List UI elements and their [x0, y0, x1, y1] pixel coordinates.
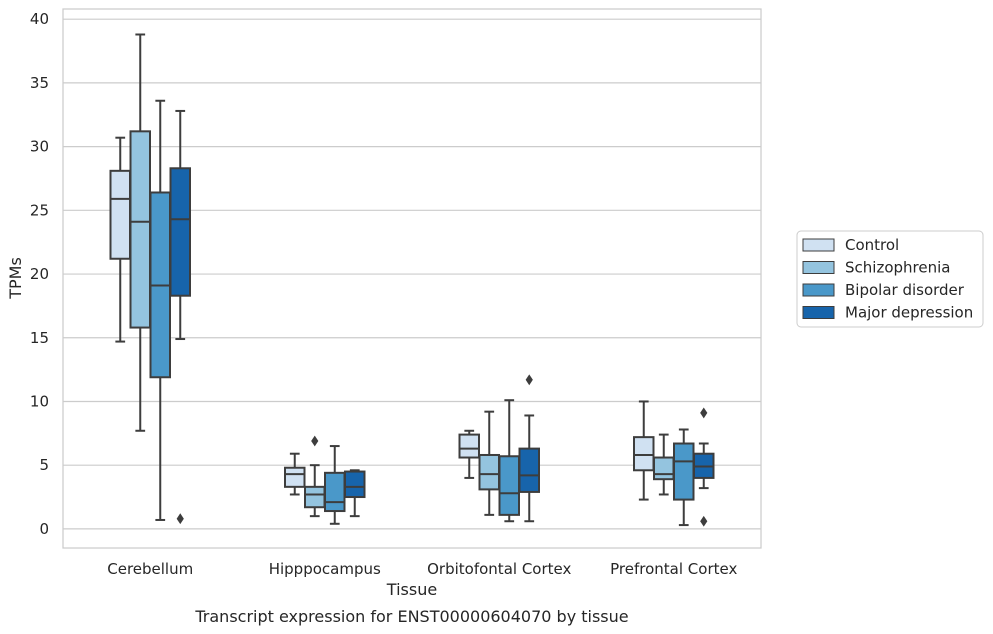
box-orbitofontal-cortex-control [458, 429, 480, 479]
plot-frame [62, 8, 762, 549]
box-hipppocampus-bipolar-disorder [324, 445, 346, 525]
outlier-point [525, 374, 533, 386]
iqr-box [109, 169, 131, 260]
box-orbitofontal-cortex-bipolar-disorder [498, 399, 520, 523]
iqr-box [633, 436, 655, 472]
box-hipppocampus-major-depression [344, 469, 366, 518]
x-axis-title: Tissue [386, 580, 437, 599]
y-tick-labels: 0 5 10 15 20 25 30 35 40 [30, 10, 49, 538]
iqr-box [498, 455, 520, 516]
legend-swatch [802, 261, 835, 274]
outlier-point [311, 435, 319, 447]
legend-item-major-depression: Major depression [802, 304, 973, 322]
chart-caption: Transcript expression for ENST0000060407… [194, 607, 628, 626]
iqr-box [169, 167, 191, 297]
box-cerebellum-control [109, 136, 131, 343]
legend-frame [796, 230, 984, 328]
outlier-point [700, 407, 708, 419]
y-tick-label: 10 [30, 392, 49, 410]
iqr-box [653, 456, 675, 481]
legend-swatch [802, 283, 835, 297]
y-tick-label: 15 [30, 329, 49, 347]
iqr-box [673, 442, 695, 501]
legend-label: Bipolar disorder [845, 281, 965, 299]
y-tick-label: 20 [30, 265, 49, 283]
box-prefrontal-cortex-major-depression [693, 407, 715, 527]
y-tick-label: 0 [39, 520, 49, 538]
legend-item-schizophrenia: Schizophrenia [802, 259, 950, 277]
iqr-box [324, 471, 346, 513]
y-axis-title: TPMs [6, 257, 25, 300]
box-cerebellum-bipolar-disorder [149, 99, 171, 521]
box-prefrontal-cortex-bipolar-disorder [673, 428, 695, 527]
box-plot-series [109, 33, 715, 527]
legend-swatch [802, 238, 835, 252]
y-tick-label: 5 [39, 456, 49, 474]
iqr-box [478, 453, 500, 491]
legend: Control Schizophrenia Bipolar disorder Majo… [796, 230, 984, 328]
box-hipppocampus-control [284, 452, 306, 496]
legend-label: Control [845, 236, 899, 254]
box-prefrontal-cortex-schizophrenia [653, 433, 675, 496]
x-tick-label: Orbitofontal Cortex [427, 560, 571, 578]
legend-swatch [802, 306, 835, 319]
box-hipppocampus-schizophrenia [304, 435, 326, 518]
box-cerebellum-major-depression [169, 109, 191, 525]
x-tick-labels: Cerebellum Hipppocampus Orbitofontal Corte… [107, 560, 737, 578]
legend-label: Schizophrenia [845, 259, 950, 277]
x-tick-label: Hipppocampus [269, 560, 381, 578]
outlier-point [700, 515, 708, 527]
box-prefrontal-cortex-control [633, 400, 655, 501]
iqr-box [304, 485, 326, 509]
y-tick-label: 25 [30, 201, 49, 219]
box-cerebellum-schizophrenia [129, 33, 151, 432]
y-tick-label: 40 [30, 10, 49, 28]
box-orbitofontal-cortex-schizophrenia [478, 410, 500, 516]
x-tick-label: Cerebellum [107, 560, 193, 578]
legend-item-control: Control [802, 236, 899, 254]
iqr-box [284, 466, 306, 488]
y-tick-label: 30 [30, 138, 49, 156]
iqr-box [129, 130, 151, 329]
legend-item-bipolar-disorder: Bipolar disorder [802, 281, 965, 299]
x-tick-label: Prefrontal Cortex [610, 560, 737, 578]
legend-label: Major depression [845, 304, 973, 322]
y-tick-label: 35 [30, 74, 49, 92]
box-orbitofontal-cortex-major-depression [518, 374, 540, 523]
outlier-point [176, 513, 184, 525]
iqr-box [344, 470, 366, 499]
iqr-box [518, 447, 540, 493]
iqr-box [458, 433, 480, 459]
